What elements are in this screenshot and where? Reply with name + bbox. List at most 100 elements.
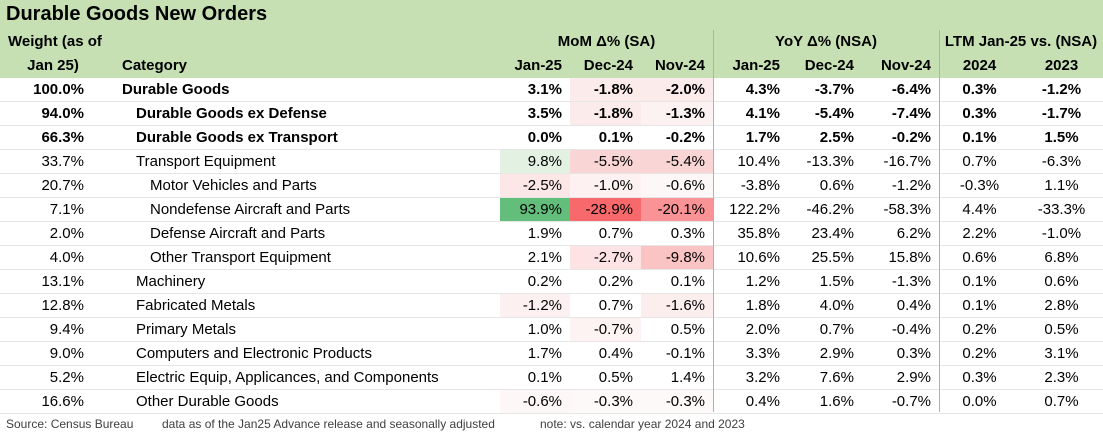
value-cell: 1.7% (745, 129, 780, 146)
value-cell: -2.5% (500, 174, 570, 197)
category-cell: Durable Goods ex Defense (136, 105, 327, 122)
weight-cell: 5.2% (49, 369, 84, 386)
row-divider (0, 341, 1103, 342)
row-divider (0, 245, 1103, 246)
value-cell: 0.3% (962, 81, 997, 98)
category-cell: Other Transport Equipment (150, 249, 331, 266)
weight-cell: 9.0% (49, 345, 84, 362)
value-cell: 0.3% (962, 369, 997, 386)
footer-note-data: data as of the Jan25 Advance release and… (162, 417, 495, 431)
category-cell: Other Durable Goods (136, 393, 279, 410)
value-cell: 0.7% (570, 222, 641, 245)
value-cell: 3.2% (745, 369, 780, 386)
value-cell: -13.3% (806, 153, 854, 170)
value-cell: 3.3% (745, 345, 780, 362)
column-header: Jan-25 (514, 57, 562, 74)
ltm-group-header: LTM Jan-25 vs. (NSA) (944, 33, 1098, 50)
value-cell: -20.1% (641, 198, 713, 221)
value-cell: 93.9% (500, 198, 570, 221)
value-cell: -1.2% (1041, 81, 1082, 98)
value-cell: -0.7% (570, 318, 641, 341)
column-header: Nov-24 (654, 57, 705, 74)
value-cell: 1.0% (500, 318, 570, 341)
value-cell: 10.4% (737, 153, 780, 170)
value-cell: 9.8% (500, 150, 570, 173)
value-cell: 10.6% (737, 249, 780, 266)
category-cell: Electric Equip, Applicances, and Compone… (136, 369, 439, 386)
category-cell: Motor Vehicles and Parts (150, 177, 317, 194)
value-cell: 1.1% (1044, 177, 1079, 194)
value-cell: 1.2% (745, 273, 780, 290)
value-cell: -1.8% (570, 78, 641, 101)
value-cell: 0.7% (1044, 393, 1079, 410)
title-bar: Durable Goods New Orders (0, 0, 1103, 30)
value-cell: 0.5% (570, 366, 641, 389)
value-cell: 6.8% (1044, 249, 1079, 266)
value-cell: -3.8% (740, 177, 780, 194)
value-cell: -0.1% (641, 342, 713, 365)
row-divider (0, 173, 1103, 174)
value-cell: 3.5% (500, 102, 570, 125)
row-divider (0, 389, 1103, 390)
category-cell: Defense Aircraft and Parts (150, 225, 326, 242)
weight-cell: 12.8% (41, 297, 84, 314)
separator-yoy-ltm (939, 30, 940, 412)
category-cell: Primary Metals (136, 321, 237, 338)
value-cell: -16.7% (883, 153, 931, 170)
category-cell: Machinery (136, 273, 206, 290)
value-cell: -0.4% (891, 321, 931, 338)
value-cell: 0.1% (962, 297, 997, 314)
row-divider (0, 149, 1103, 150)
weight-cell: 66.3% (41, 129, 84, 146)
value-cell: 2.9% (819, 345, 854, 362)
row-divider (0, 413, 1103, 414)
value-cell: 23.4% (811, 225, 854, 242)
weight-cell: 7.1% (49, 201, 84, 218)
value-cell: -1.2% (891, 177, 931, 194)
row-divider (0, 317, 1103, 318)
weight-cell: 16.6% (41, 393, 84, 410)
value-cell: -1.7% (1041, 105, 1082, 122)
row-divider (0, 269, 1103, 270)
category-cell: Durable Goods ex Transport (136, 129, 338, 146)
value-cell: -1.6% (641, 294, 713, 317)
footer-note-calendar: note: vs. calendar year 2024 and 2023 (540, 417, 745, 431)
value-cell: 0.1% (641, 270, 713, 293)
weight-cell: 20.7% (41, 177, 84, 194)
weight-cell: 9.4% (49, 321, 84, 338)
value-cell: -58.3% (883, 201, 931, 218)
weight-header-line1: Weight (as of (8, 33, 102, 50)
value-cell: -33.3% (1037, 201, 1086, 218)
value-cell: -1.3% (641, 102, 713, 125)
value-cell: 3.1% (500, 78, 570, 101)
value-cell: 15.8% (888, 249, 931, 266)
value-cell: 1.4% (641, 366, 713, 389)
value-cell: -0.7% (891, 393, 931, 410)
yoy-group-header: YoY Δ% (NSA) (775, 33, 877, 50)
value-cell: 3.1% (1044, 345, 1079, 362)
category-cell: Nondefense Aircraft and Parts (150, 201, 351, 218)
value-cell: 0.0% (962, 393, 997, 410)
row-divider (0, 101, 1103, 102)
value-cell: 1.6% (819, 393, 854, 410)
value-cell: -9.8% (641, 246, 713, 269)
value-cell: -3.7% (814, 81, 854, 98)
value-cell: -7.4% (891, 105, 931, 122)
value-cell: -28.9% (570, 198, 641, 221)
column-header: 2024 (962, 57, 997, 74)
value-cell: 0.4% (896, 297, 931, 314)
value-cell: 35.8% (737, 225, 780, 242)
row-divider (0, 293, 1103, 294)
value-cell: 0.3% (896, 345, 931, 362)
footer-source: Source: Census Bureau (6, 417, 134, 431)
value-cell: 2.3% (1044, 369, 1079, 386)
category-header: Category (122, 57, 188, 74)
value-cell: 0.6% (819, 177, 854, 194)
value-cell: 1.7% (500, 342, 570, 365)
value-cell: -1.0% (1041, 225, 1082, 242)
category-cell: Durable Goods (122, 81, 230, 98)
value-cell: 122.2% (729, 201, 780, 218)
value-cell: -1.2% (500, 294, 570, 317)
value-cell: -0.2% (641, 126, 713, 149)
value-cell: 1.8% (745, 297, 780, 314)
